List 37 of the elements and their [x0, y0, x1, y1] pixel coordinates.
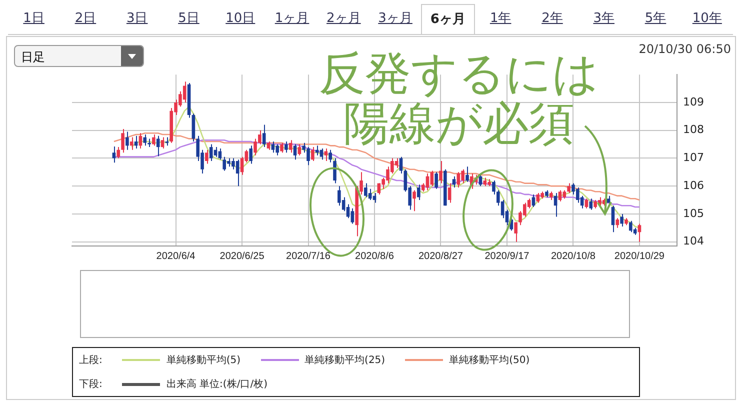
- text: 1日: [22, 10, 46, 28]
- x-tick-label: 2020/10/8: [550, 250, 596, 262]
- text: 10年: [691, 10, 723, 28]
- y-tick-label: 106: [683, 178, 704, 192]
- text: 10日: [224, 10, 256, 28]
- text: 3年: [592, 10, 616, 28]
- text: 2日: [74, 10, 98, 28]
- y-tick-label: 107: [683, 151, 704, 164]
- text: 3日: [125, 10, 149, 28]
- x-tick-label: 2020/6/25: [220, 250, 265, 262]
- x-tick-label: 2020/10/29: [614, 250, 665, 262]
- y-tick-label: 105: [683, 206, 704, 220]
- text: 2ヶ月: [326, 10, 362, 28]
- text: 下段:: [79, 378, 102, 391]
- x-tick-label: 2020/9/17: [484, 250, 530, 262]
- legend-title: 上段:: [79, 354, 102, 367]
- legend-label: 単純移動平均(5): [166, 354, 241, 367]
- text: 5日: [177, 10, 200, 28]
- text: 6ヶ月: [421, 4, 475, 34]
- text: 5年: [644, 10, 668, 28]
- text: 2年: [540, 10, 564, 28]
- x-tick-label: 2020/8/6: [355, 250, 394, 262]
- text: 1ヶ月: [274, 10, 310, 28]
- y-tick-label: 108: [683, 123, 704, 136]
- y-tick-label: 109: [683, 95, 704, 108]
- y-tick-label: 104: [683, 234, 704, 248]
- text: 1年: [488, 10, 512, 28]
- text: 20/10/30 06:50: [638, 42, 731, 56]
- x-tick-label: 2020/8/27: [418, 250, 464, 262]
- text: 3ヶ月: [377, 10, 414, 28]
- legend-label: 単純移動平均(25): [304, 354, 386, 367]
- x-tick-label: 2020/7/16: [286, 250, 331, 262]
- legend-label: 単純移動平均(50): [449, 354, 530, 367]
- text: 日足: [21, 50, 45, 64]
- annotation: 反発するには陽線が必須: [318, 46, 600, 150]
- text: 出来高 単位:(株/口/枚): [166, 378, 268, 391]
- x-tick-label: 2020/6/4: [156, 250, 196, 262]
